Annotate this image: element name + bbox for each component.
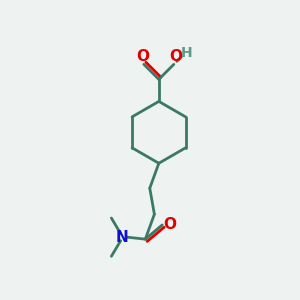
Text: O: O xyxy=(163,217,176,232)
Text: H: H xyxy=(180,46,192,60)
Text: O: O xyxy=(169,49,182,64)
Text: O: O xyxy=(136,49,149,64)
Text: N: N xyxy=(116,230,129,244)
